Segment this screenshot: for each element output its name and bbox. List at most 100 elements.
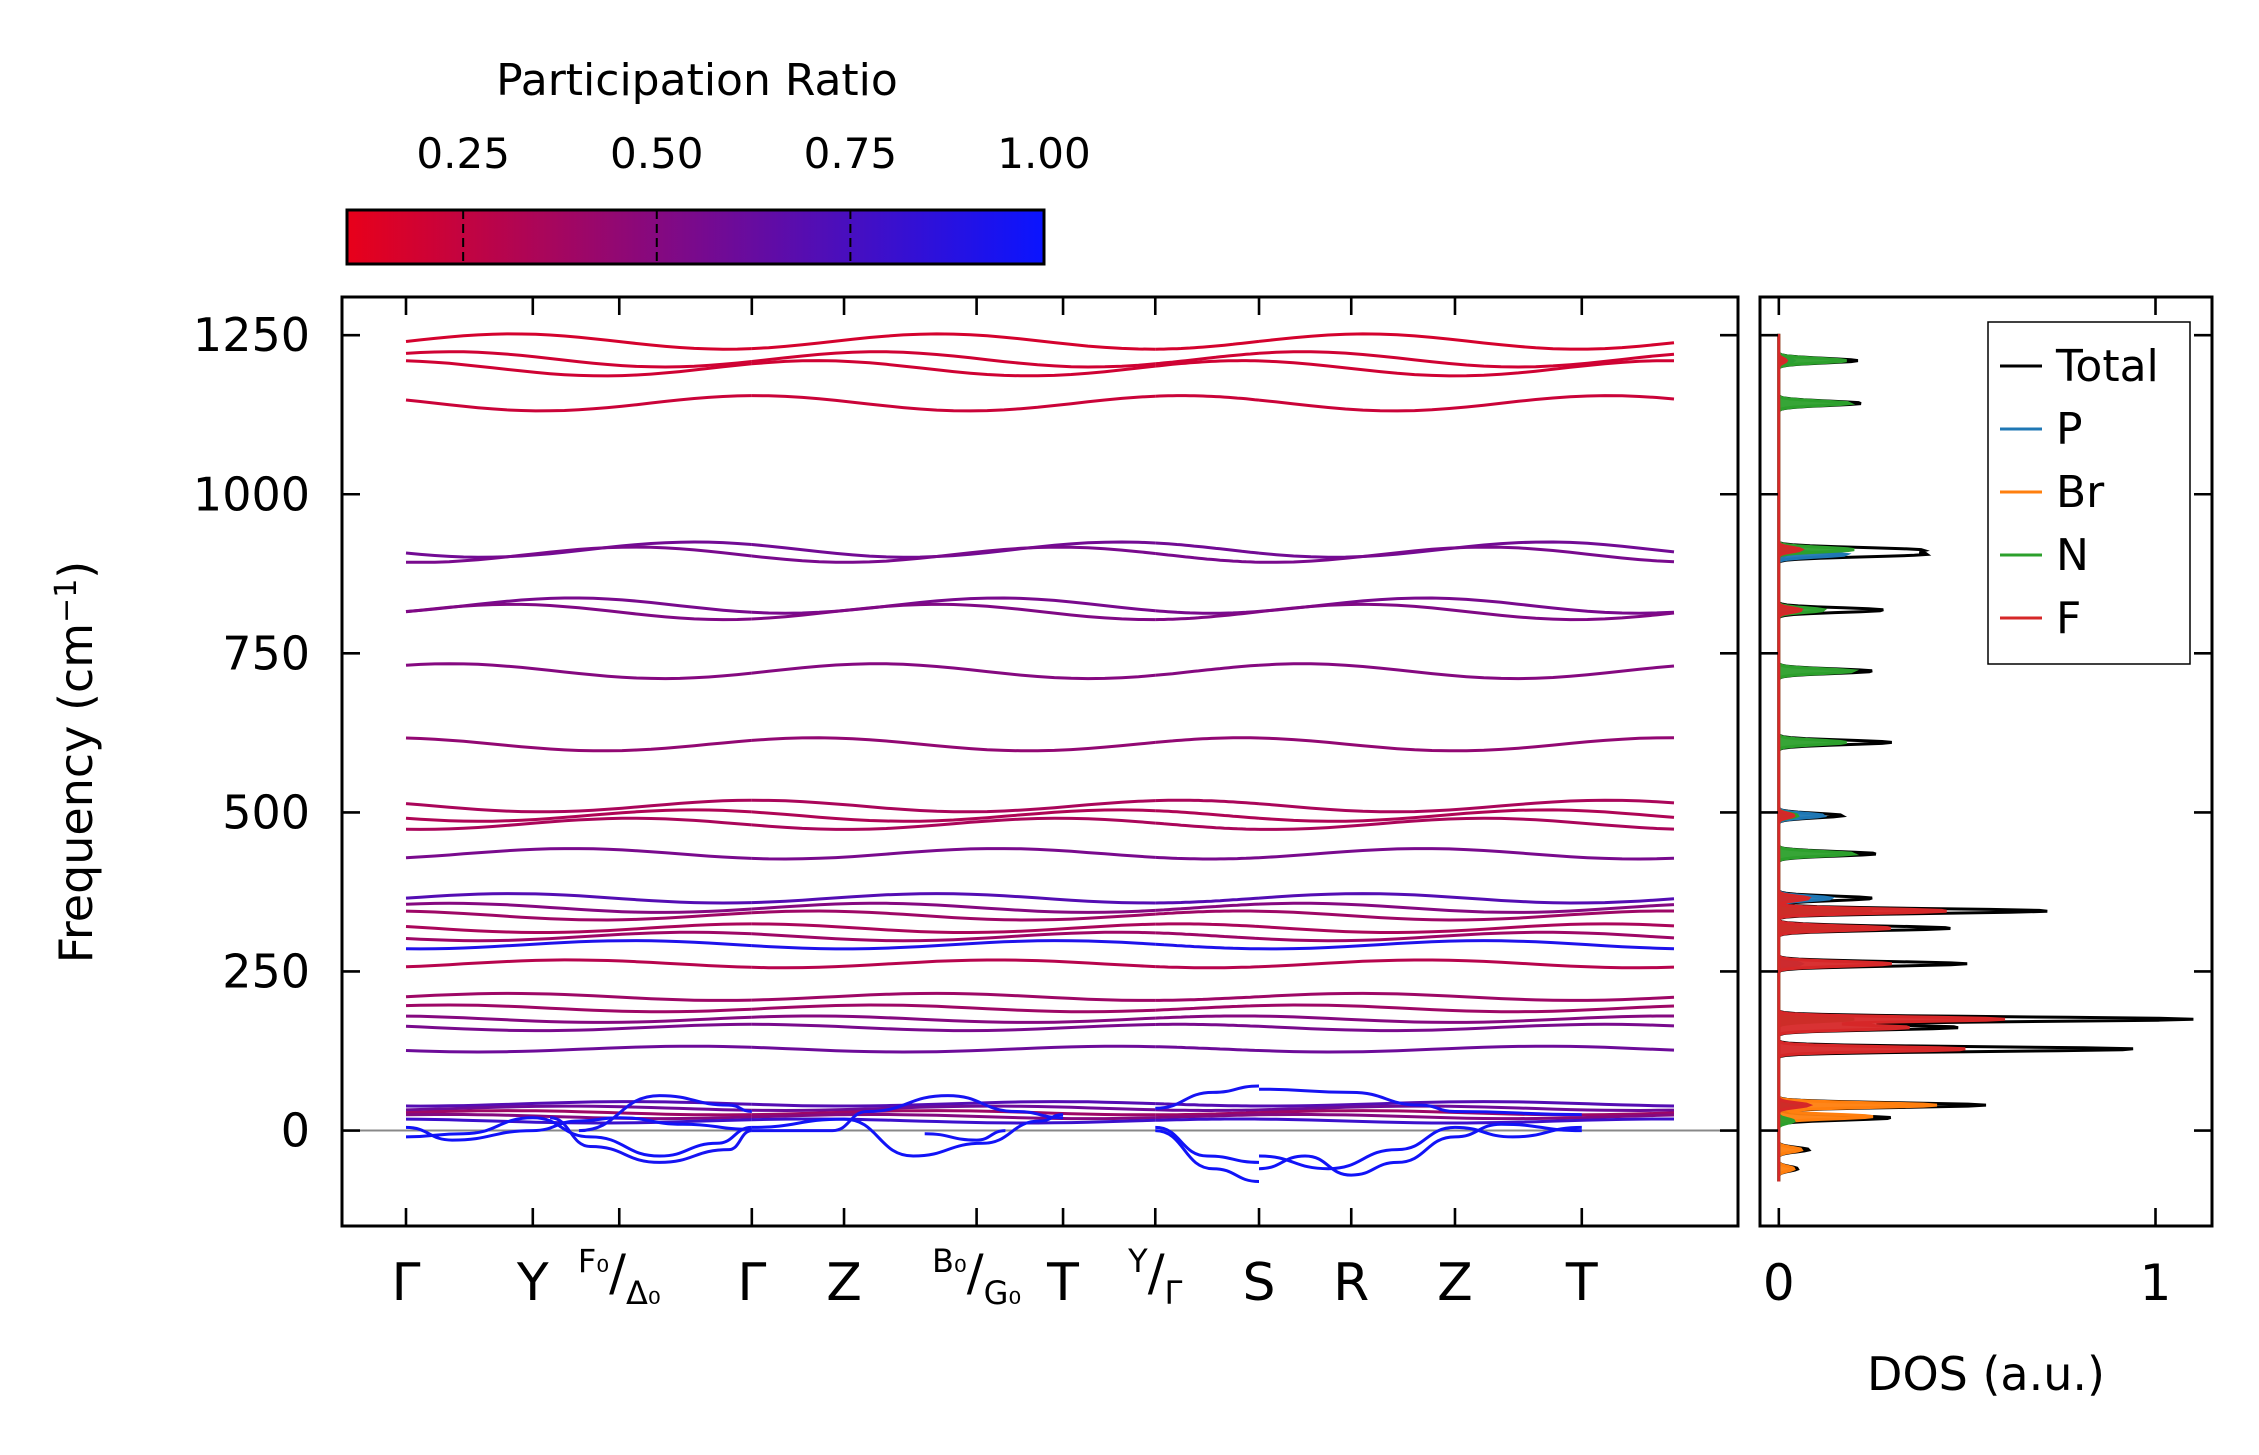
band-line [1155,541,1260,555]
band-lines [342,332,1738,1183]
band-line [405,602,752,622]
band-line [405,350,752,369]
band-line [405,1100,752,1108]
band-line [1258,394,1675,413]
band-line [751,1113,1156,1121]
band-line [751,1109,1156,1117]
k-point-label: Z [826,1253,862,1313]
y-tick-label: 750 [222,626,310,680]
band-line [1258,736,1675,753]
dos-curves [1777,333,2194,1182]
band-line [1155,394,1260,402]
band-line [751,394,1156,413]
band-line [1155,1014,1260,1020]
y-tick-label: 250 [222,944,310,998]
band-line [751,939,1156,951]
dos-frame [1758,295,2214,1228]
band-line [1155,809,1260,820]
band-line [405,545,752,564]
k-point-label: R [1333,1253,1369,1313]
band-line [751,1104,1156,1113]
acoustic-band-line [1155,1125,1260,1164]
band-line [751,736,1156,753]
band-line [405,798,752,814]
band-line [1258,991,1675,1002]
acoustic-band-line [1155,1129,1260,1183]
y-tick-label: 0 [281,1104,310,1158]
band-line [751,798,1156,814]
band-line [405,816,752,831]
band-line [405,1044,752,1054]
band-line [1155,1111,1260,1117]
band-line [405,892,752,905]
band-line [751,1100,1156,1108]
band-frame [340,295,1740,1228]
band-line [405,1003,752,1014]
acoustic-band-line [751,1113,1064,1158]
band-line [1155,902,1260,912]
legend-label: N [2056,530,2089,581]
band-line [1258,540,1675,559]
band-line [1258,1014,1674,1024]
band-line [751,1014,1156,1024]
k-point-label: T [1046,1253,1079,1313]
band-line [751,662,1156,681]
band-line [751,909,1156,922]
band-line [1155,663,1260,677]
legend-label: Br [2056,467,2105,518]
band-line [1258,359,1674,378]
band-line [751,991,1156,1002]
band-line [405,808,752,823]
band-line [751,1022,1156,1033]
band-line [1155,1113,1260,1120]
k-point-label: Y/Γ [1127,1242,1182,1312]
y-tick-label: 500 [222,785,310,839]
band-y-axis-label: Frequency (cm−1) [49,561,103,964]
band-line [1259,816,1675,831]
band-line [1155,965,1260,970]
band-line [751,930,1156,943]
band-line [751,892,1156,905]
band-line [405,922,752,934]
band-line [405,958,752,969]
k-point-label: B₀/G₀ [932,1242,1021,1312]
band-line [405,909,752,922]
band-line [1258,847,1675,861]
colorbar-title: Participation Ratio [496,55,898,106]
band-line [405,332,752,351]
band-line [1155,821,1260,831]
band-line [405,901,752,914]
band-line [1258,922,1675,934]
band-line [751,350,1156,369]
band-line [1155,359,1260,368]
k-point-label: Γ [737,1253,766,1313]
k-point-label: Z [1437,1253,1473,1313]
band-line [1258,1022,1675,1033]
k-point-label: S [1243,1253,1276,1313]
band-line [405,736,752,753]
acoustic-band-line [924,1129,1006,1142]
k-point-label: F₀/Δ₀ [578,1242,661,1312]
band-line [405,1113,752,1121]
band-line [1155,339,1260,351]
band-line [405,662,752,681]
band-line [751,922,1156,934]
band-line [751,1044,1156,1054]
band-line [1258,892,1675,905]
band-line [405,394,752,413]
band-line [1155,855,1260,861]
band-line [1155,931,1260,940]
legend-label: F [2056,593,2081,644]
colorbar-tick-label: 1.00 [997,129,1091,178]
band-line [405,1109,752,1117]
acoustic-band-line [1258,1125,1582,1171]
band-line [1258,798,1675,814]
band-line [751,332,1156,351]
acoustic-band-line [405,1116,752,1158]
legend-label: P [2056,404,2083,455]
band-line [751,545,1156,564]
band-line [1258,332,1675,351]
band-line [1258,808,1675,823]
band-line [1258,1117,1674,1125]
band-line [1258,1003,1675,1014]
